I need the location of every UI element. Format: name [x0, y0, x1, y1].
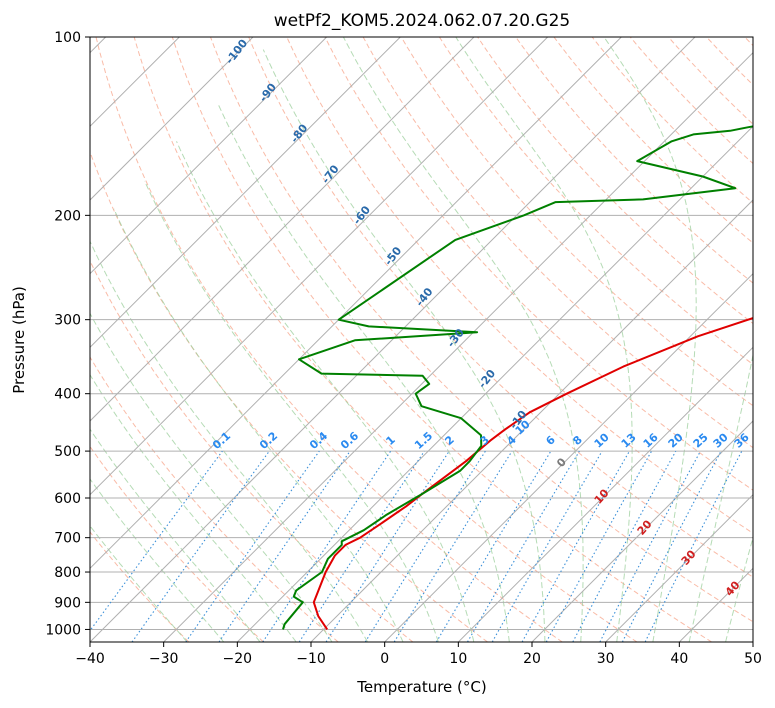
dry-adiabat-line	[400, 37, 753, 407]
x-tick-label: −30	[149, 651, 179, 667]
mixing-ratio-line	[325, 450, 450, 642]
isotherm-line	[90, 37, 254, 201]
moist-adiabat-line	[90, 525, 188, 642]
mixing-ratio-line	[644, 450, 743, 642]
profile-series	[282, 125, 753, 630]
mixing-ratio-line	[572, 450, 677, 642]
dry-adiabat-line	[477, 37, 753, 325]
x-tick-label: 0	[380, 651, 389, 667]
dry-adiabat-line	[286, 37, 753, 534]
isotherm-line	[384, 272, 753, 642]
isotherm-line	[90, 37, 622, 570]
y-tick-label: 700	[54, 531, 81, 547]
isotherm-line	[236, 125, 753, 642]
isotherm-line	[310, 199, 753, 642]
moist-adiabat-line	[603, 37, 697, 642]
dry-adiabat-line	[133, 37, 638, 642]
y-tick-label: 400	[54, 387, 81, 403]
x-tick-label: 50	[744, 651, 762, 667]
y-tick-label: 300	[54, 313, 81, 329]
y-tick-label: 100	[54, 30, 81, 46]
background-lines	[90, 37, 753, 642]
isotherm-line	[90, 37, 475, 422]
isotherm-line	[457, 346, 753, 642]
moist-adiabat-line	[90, 373, 297, 642]
axes: −40 −30 −20 −10 0 10 20 30 40 50 100 200 300 400 500 60…	[45, 30, 762, 667]
moist-adiabat-line	[342, 37, 584, 642]
dry-adiabat-line	[90, 356, 339, 642]
mixing-ratio-line	[545, 450, 653, 642]
moist-adiabat-line	[688, 352, 753, 642]
dry-adiabat-line	[553, 37, 753, 244]
isotherm-line	[90, 37, 401, 349]
x-tick-label: 30	[597, 651, 615, 667]
moist-adiabat-line	[90, 428, 261, 642]
isotherm-line	[90, 37, 549, 496]
plot-frame	[89, 36, 754, 643]
dry-adiabat-line	[438, 37, 753, 366]
x-axis-label: Temperature (°C)	[356, 678, 486, 696]
isotherm-line	[605, 493, 753, 642]
mixing-ratio-line	[262, 450, 392, 642]
dry-adiabat-line	[171, 37, 712, 642]
moist-adiabat-line	[113, 208, 404, 642]
y-tick-label: 600	[54, 491, 81, 507]
x-tick-label: 20	[523, 651, 541, 667]
mixing-ratio-line	[393, 450, 513, 642]
moist-adiabat-line	[217, 104, 510, 642]
moist-adiabat-line	[90, 312, 333, 642]
y-tick-label: 1000	[45, 622, 81, 638]
temperature-profile-line	[312, 317, 753, 630]
mixing-ratio-line	[90, 450, 223, 632]
dry-adiabat-line	[324, 37, 753, 491]
y-tick-label: 200	[54, 208, 81, 224]
moist-adiabat-line	[90, 478, 225, 642]
dry-adiabat-line	[210, 37, 753, 623]
x-tick-label: −20	[223, 651, 253, 667]
mixing-ratio-line	[521, 450, 630, 642]
y-tick-label: 500	[54, 444, 81, 460]
isotherm-line	[90, 37, 696, 642]
x-tick-label: −40	[75, 651, 105, 667]
x-tick-label: −10	[296, 651, 326, 667]
y-axis-label: Pressure (hPa)	[10, 286, 28, 394]
mixing-ratio-line	[131, 450, 270, 642]
x-tick-label: 40	[670, 651, 688, 667]
mixing-ratio-line	[298, 450, 425, 642]
isotherm-line	[163, 51, 753, 642]
moist-adiabat-line	[262, 49, 546, 642]
y-tick-label: 800	[54, 565, 81, 581]
chart-title: wetPf2_KOM5.2024.062.07.20.G25	[274, 11, 570, 31]
x-tick-label: 10	[449, 651, 467, 667]
mixing-ratio-line	[218, 450, 351, 642]
dry-adiabat-line	[90, 531, 190, 642]
y-tick-label: 900	[54, 595, 81, 611]
isotherm-line	[90, 37, 328, 275]
dewpoint-profile-line	[282, 125, 753, 630]
mixing-ratio-line	[185, 450, 320, 642]
dry-adiabat-line	[95, 37, 563, 642]
isotherm-line	[531, 420, 753, 642]
dry-adiabat-line	[248, 37, 753, 578]
